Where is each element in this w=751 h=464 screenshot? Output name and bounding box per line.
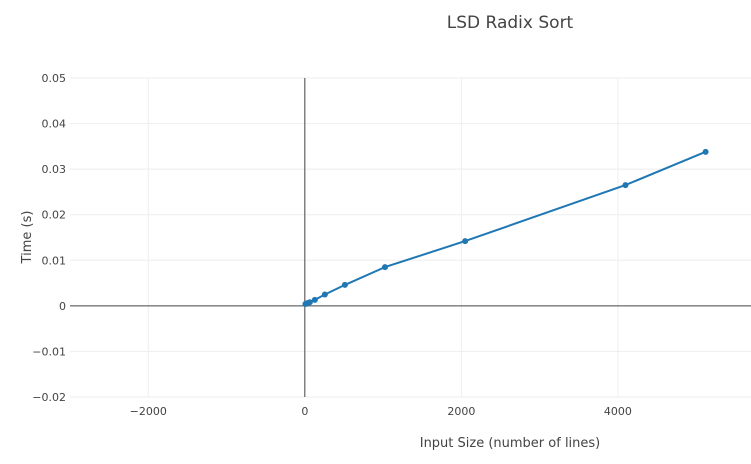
data-point [321, 291, 328, 298]
x-tick-label: −2000 [130, 405, 167, 418]
series-layer [302, 148, 709, 308]
x-tick-label: 0 [301, 405, 308, 418]
series-line [304, 150, 706, 305]
y-tick-label: 0.02 [42, 209, 67, 222]
y-tick-label: 0.05 [42, 72, 67, 85]
x-axis-title: Input Size (number of lines) [420, 436, 601, 451]
data-point [702, 148, 709, 155]
y-tick-label: −0.01 [32, 345, 66, 358]
data-point [622, 182, 629, 189]
y-tick-label: 0.03 [42, 163, 67, 176]
x-tick-label: 2000 [447, 405, 475, 418]
data-point [462, 238, 469, 245]
y-axis-title: Time (s) [20, 211, 35, 265]
grid-layer [70, 77, 751, 398]
x-tick-label: 4000 [604, 405, 632, 418]
data-point [341, 281, 348, 288]
tick-layer: −2000 0 2000 4000 −0.02 −0.01 0 0.01 0.02 0.03 0.0… [32, 72, 632, 418]
data-point [311, 296, 318, 303]
y-tick-label: 0.04 [42, 118, 67, 131]
data-point [306, 299, 313, 306]
y-tick-label: 0 [59, 300, 66, 313]
data-point [381, 264, 388, 271]
y-tick-label: −0.02 [32, 391, 66, 404]
chart-title: LSD Radix Sort [447, 13, 574, 33]
y-tick-label: 0.01 [42, 254, 67, 267]
axis-layer [70, 78, 751, 397]
